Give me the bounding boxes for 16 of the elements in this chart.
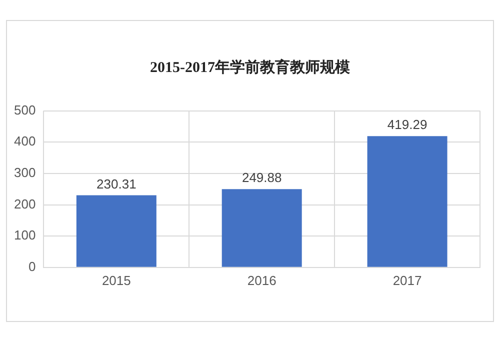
y-tick-label: 0: [28, 258, 36, 274]
y-tick-label: 400: [14, 134, 36, 149]
data-label: 230.31: [96, 176, 136, 192]
chart-title: 2015-2017年学前教育教师规模: [149, 58, 351, 77]
bar: [222, 189, 302, 267]
y-tick-label: 500: [14, 102, 36, 118]
x-tick-label: 2015: [102, 272, 131, 288]
x-tick-label: 2016: [247, 272, 276, 288]
data-label: 419.29: [387, 117, 428, 132]
x-tick-label: 2017: [392, 272, 422, 288]
y-tick-label: 200: [14, 196, 36, 212]
data-label: 249.88: [242, 170, 282, 186]
bar: [367, 136, 448, 267]
y-tick-label: 300: [14, 165, 36, 180]
bar: [76, 195, 156, 267]
y-tick-label: 100: [14, 228, 36, 243]
